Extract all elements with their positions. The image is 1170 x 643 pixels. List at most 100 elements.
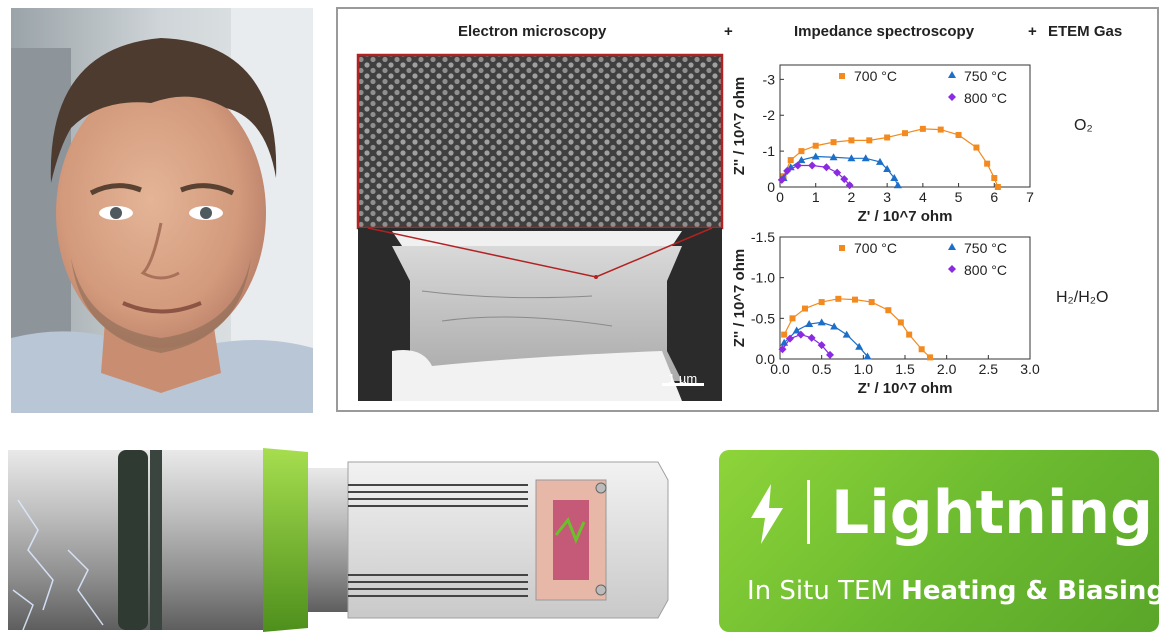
- data-point: [937, 126, 944, 133]
- data-point: [927, 354, 933, 361]
- data-point: [817, 318, 826, 326]
- data-point: [787, 157, 794, 164]
- lightning-bolt-icon: [751, 484, 783, 544]
- product-tagline: In Situ TEM Heating & Biasing: [747, 576, 1159, 606]
- brand-divider: [807, 480, 810, 544]
- legend-marker: [948, 93, 956, 101]
- data-point: [861, 154, 870, 162]
- data-point: [796, 330, 805, 339]
- data-point: [842, 330, 851, 338]
- x-axis-label: Z' / 10^7 ohm: [858, 208, 953, 225]
- data-point: [783, 166, 792, 175]
- x-tick-label: 3.0: [1020, 361, 1040, 377]
- series-line-2: [781, 164, 851, 186]
- x-tick-label: 1.0: [854, 361, 874, 377]
- data-point: [811, 152, 820, 160]
- data-point: [876, 157, 884, 165]
- data-point: [866, 137, 873, 144]
- y-tick-label: -2: [763, 107, 776, 123]
- data-point: [918, 346, 925, 353]
- portrait-photo: [11, 8, 313, 413]
- x-tick-label: 3: [883, 189, 891, 205]
- data-point: [883, 165, 892, 173]
- data-point: [890, 174, 899, 182]
- x-tick-label: 7: [1026, 189, 1034, 205]
- product-name: Lightning: [831, 478, 1154, 548]
- gas-label-h2-h2o: H₂/H₂O: [1056, 289, 1108, 307]
- data-point: [848, 137, 855, 144]
- data-point: [817, 341, 826, 350]
- x-tick-label: 4: [919, 189, 927, 205]
- data-point: [805, 320, 814, 328]
- legend-label: 800 °C: [964, 90, 1007, 106]
- y-tick-label: -3: [763, 71, 776, 87]
- legend-label: 700 °C: [854, 68, 897, 84]
- legend-marker: [948, 243, 956, 250]
- impedance-chart-h2: 0.0 0.5 1.0 1.5 2.0 2.5 3.0 0.0 -0.5 -1.0 -1.5 Z' /…: [732, 229, 1040, 397]
- legend-marker: [948, 265, 956, 273]
- data-point: [792, 326, 801, 334]
- y-tick-label: -1: [763, 143, 776, 159]
- data-point: [797, 156, 806, 164]
- legend-label: 800 °C: [964, 262, 1007, 278]
- data-point: [868, 299, 875, 306]
- data-point: [994, 184, 1001, 190]
- y-axis-label: Z'' / 10^7 ohm: [732, 249, 748, 347]
- y-tick-label: -1.0: [751, 270, 775, 286]
- y-tick-label: -0.5: [751, 310, 775, 326]
- data-point: [991, 175, 998, 182]
- legend-marker: [948, 71, 956, 78]
- x-tick-label: 0: [776, 189, 784, 205]
- data-point: [778, 345, 787, 354]
- data-point: [781, 331, 788, 338]
- data-point: [822, 163, 831, 172]
- data-point: [973, 144, 980, 151]
- x-tick-label: 6: [990, 189, 998, 205]
- x-tick-label: 2.0: [937, 361, 957, 377]
- plot-frame-0: [779, 64, 1031, 188]
- data-point: [902, 130, 908, 137]
- figure-panel: Electron microscopy + Impedance spectros…: [336, 7, 1159, 412]
- data-point: [893, 181, 902, 189]
- tagline-bold: Heating & Biasing: [901, 576, 1159, 606]
- data-point: [777, 175, 786, 184]
- data-point: [798, 148, 805, 155]
- data-point: [884, 134, 891, 141]
- lightning-brand-card: Lightning In Situ TEM Heating & Biasing: [719, 450, 1159, 632]
- header-plus-2: +: [1028, 23, 1037, 40]
- x-tick-label: 2.5: [979, 361, 999, 377]
- data-point: [826, 350, 834, 359]
- data-point: [818, 299, 825, 306]
- series-line-1: [783, 321, 868, 357]
- data-point: [786, 334, 794, 343]
- data-point: [919, 125, 926, 132]
- data-point: [830, 139, 837, 146]
- header-plus-1: +: [724, 23, 733, 40]
- data-point: [955, 131, 962, 138]
- legend-label: 750 °C: [964, 240, 1007, 256]
- gas-label-o2: O₂: [1074, 117, 1093, 135]
- series-line-0: [783, 128, 999, 188]
- gas-label-o2-text: O₂: [1074, 117, 1093, 134]
- data-point: [852, 296, 858, 303]
- data-point: [855, 342, 864, 350]
- header-electron-microscopy: Electron microscopy: [458, 23, 607, 40]
- data-point: [863, 352, 872, 360]
- data-point: [897, 319, 904, 326]
- header-etem-gas: ETEM Gas: [1048, 23, 1123, 40]
- data-point: [802, 305, 808, 312]
- data-point: [906, 331, 913, 338]
- legend-label: 700 °C: [854, 240, 897, 256]
- legend-marker: [839, 73, 845, 79]
- data-point: [808, 161, 817, 170]
- data-point: [789, 315, 796, 322]
- x-tick-label: 0.0: [770, 361, 790, 377]
- gas-label-h2-text: H₂/H₂O: [1056, 289, 1109, 306]
- x-tick-label: 0.5: [812, 361, 832, 377]
- data-point: [840, 175, 849, 184]
- data-point: [833, 168, 842, 177]
- y-tick-label: 0: [767, 179, 775, 195]
- legend-label: 750 °C: [964, 68, 1007, 84]
- y-tick-label: 0.0: [756, 351, 776, 367]
- x-tick-label: 1: [812, 189, 820, 205]
